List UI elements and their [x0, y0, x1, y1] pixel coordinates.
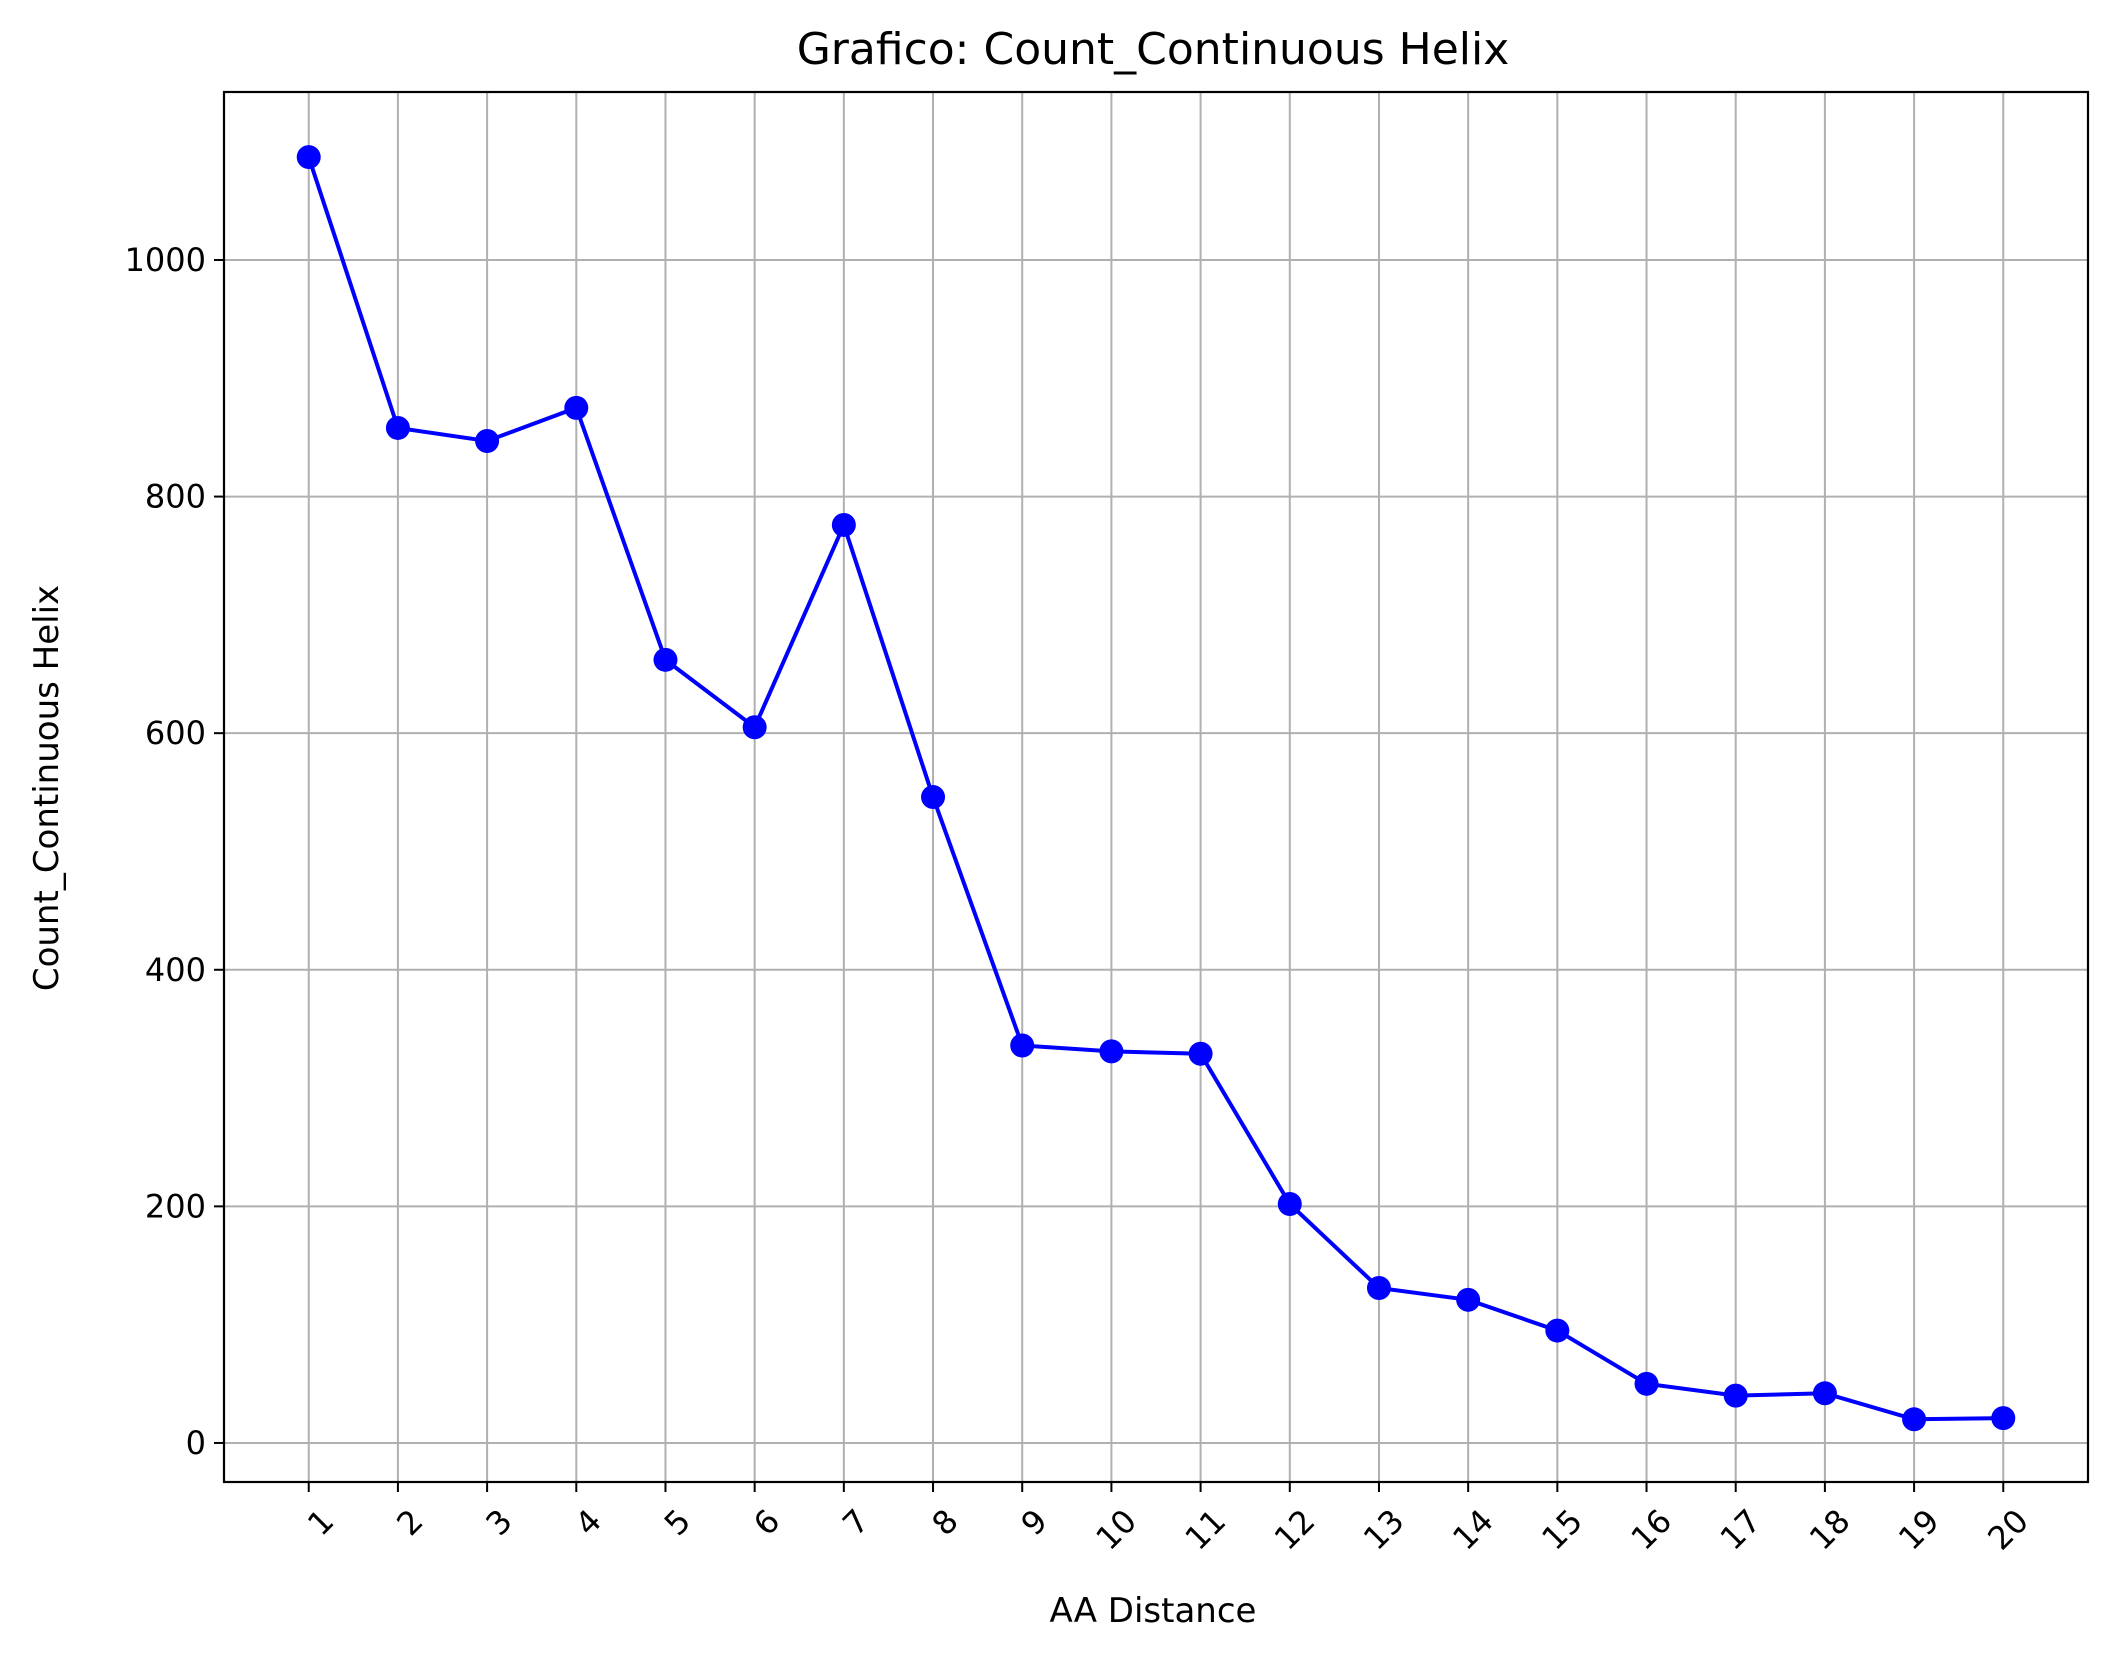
- x-tick-label: 20: [1980, 1502, 2036, 1558]
- data-point: [1545, 1318, 1570, 1343]
- data-point: [1634, 1371, 1659, 1396]
- series-line: [306, 156, 2004, 1422]
- data-series: [296, 145, 2016, 1432]
- x-tick-label: 18: [1802, 1502, 1858, 1558]
- y-tick-label: 1000: [125, 241, 206, 279]
- x-tick-label: 15: [1534, 1502, 1590, 1558]
- y-axis-label: Count_Continuous Helix: [27, 585, 67, 991]
- x-tick-label: 8: [924, 1502, 965, 1543]
- plot-frame: [222, 90, 2090, 1484]
- data-point: [296, 145, 321, 170]
- x-tick-label: 9: [1014, 1502, 1055, 1543]
- x-tick-label: 19: [1891, 1502, 1947, 1558]
- data-point: [385, 415, 410, 440]
- data-point: [1902, 1407, 1927, 1432]
- data-point: [921, 785, 946, 810]
- x-tick-label: 3: [478, 1502, 519, 1543]
- data-point: [475, 428, 500, 453]
- x-tick-label: 5: [657, 1502, 698, 1543]
- x-tick-label: 10: [1088, 1502, 1144, 1558]
- y-tick-label: 400: [145, 951, 206, 989]
- x-tick-label: 6: [746, 1502, 787, 1543]
- data-point: [1010, 1033, 1035, 1058]
- x-tick-label: 12: [1267, 1502, 1323, 1558]
- data-point: [831, 512, 856, 537]
- data-point: [1456, 1287, 1481, 1312]
- y-axis: 0 200 400 600 800 1000: [125, 241, 224, 1462]
- y-tick-label: 0: [186, 1424, 206, 1462]
- x-tick-label: 7: [835, 1502, 876, 1543]
- x-tick-label: 17: [1713, 1502, 1769, 1558]
- x-tick-label: 1: [300, 1502, 341, 1543]
- x-tick-label: 14: [1445, 1502, 1501, 1558]
- x-tick-label: 2: [389, 1502, 430, 1543]
- x-axis: 1 2 3 4 5 6 7 8 9 10 11 12 13 14 15 16 17 18 19 20: [300, 1482, 2036, 1557]
- x-axis-label: AA Distance: [1050, 1591, 1257, 1631]
- data-point: [1366, 1275, 1391, 1300]
- y-tick-label: 800: [145, 478, 206, 516]
- chart-title: Grafico: Count_Continuous Helix: [797, 24, 1510, 75]
- data-point: [1277, 1192, 1302, 1216]
- x-tick-label: 11: [1178, 1502, 1234, 1558]
- data-point: [1188, 1041, 1213, 1066]
- data-point: [1099, 1039, 1124, 1064]
- data-point: [653, 647, 678, 672]
- x-tick-label: 16: [1623, 1502, 1679, 1558]
- x-tick-label: 13: [1356, 1502, 1412, 1558]
- grid-lines: [224, 92, 2088, 1482]
- data-point: [564, 395, 589, 420]
- data-point: [1723, 1383, 1748, 1408]
- y-tick-label: 600: [145, 714, 206, 752]
- x-tick-label: 4: [568, 1502, 609, 1543]
- y-tick-label: 200: [145, 1187, 206, 1225]
- data-point: [1991, 1406, 2016, 1431]
- data-point: [742, 715, 767, 740]
- data-point: [1812, 1381, 1837, 1406]
